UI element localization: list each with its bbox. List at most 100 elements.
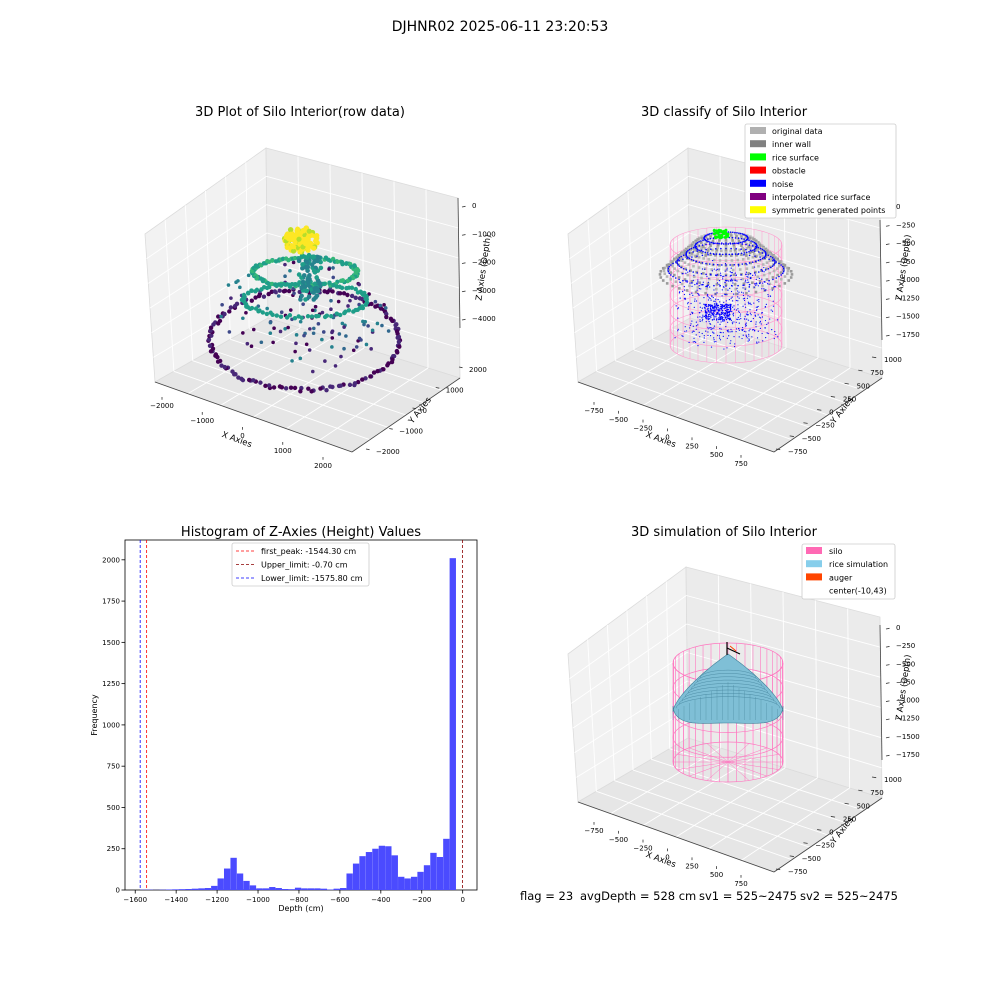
noise-point bbox=[674, 261, 677, 263]
data-point bbox=[246, 273, 251, 278]
data-point bbox=[360, 377, 365, 382]
noise-point bbox=[739, 232, 742, 235]
inner-wall-point bbox=[676, 269, 680, 273]
inner-wall-point bbox=[674, 280, 678, 284]
noise-point bbox=[698, 245, 701, 247]
data-point bbox=[397, 344, 402, 349]
data-point bbox=[341, 291, 347, 296]
noise-point bbox=[700, 272, 703, 275]
data-point bbox=[296, 272, 302, 277]
noise-point bbox=[723, 293, 726, 295]
data-point bbox=[375, 321, 380, 326]
noise-point bbox=[756, 283, 758, 285]
inner-wall-point bbox=[738, 232, 741, 236]
axis-tick bbox=[775, 448, 781, 451]
grid-line bbox=[569, 175, 689, 260]
inner-wall-point bbox=[686, 273, 690, 277]
noise-point bbox=[750, 276, 752, 279]
inner-wall-point bbox=[744, 236, 748, 239]
noise-point bbox=[727, 289, 729, 291]
noise-point bbox=[683, 293, 686, 296]
surface-mesh-line bbox=[697, 673, 759, 682]
noise-point bbox=[710, 241, 713, 244]
noise-point bbox=[704, 251, 707, 254]
noise-point bbox=[690, 247, 693, 250]
noise-point bbox=[700, 249, 703, 252]
noise-point bbox=[707, 328, 709, 330]
data-point bbox=[305, 255, 310, 260]
data-point bbox=[238, 285, 242, 290]
noise-point bbox=[721, 309, 724, 312]
axis-tick bbox=[871, 356, 877, 359]
z-axis-line bbox=[879, 219, 883, 341]
y-tick-label: 750 bbox=[107, 763, 120, 771]
noise-point bbox=[698, 240, 700, 243]
noise-point bbox=[698, 285, 700, 287]
noise-point bbox=[726, 267, 728, 269]
noise-point bbox=[714, 242, 716, 244]
histogram-bar bbox=[430, 852, 437, 890]
x-axis-line bbox=[154, 381, 353, 453]
grid-line bbox=[610, 327, 723, 395]
noise-point bbox=[764, 290, 766, 292]
data-point bbox=[340, 261, 345, 267]
inner-wall-point bbox=[757, 241, 760, 244]
noise-point bbox=[748, 281, 750, 283]
noise-point bbox=[764, 327, 767, 329]
inner-wall-point bbox=[776, 258, 779, 261]
noise-point bbox=[726, 306, 728, 308]
noise-point bbox=[765, 289, 767, 291]
data-point bbox=[217, 358, 223, 364]
noise-point bbox=[730, 272, 732, 274]
inner-wall-point bbox=[712, 237, 716, 240]
inner-wall-point bbox=[677, 255, 681, 259]
data-point bbox=[313, 233, 319, 240]
noise-point bbox=[692, 294, 694, 296]
noise-point bbox=[732, 282, 734, 284]
noise-point bbox=[726, 314, 729, 316]
noise-point bbox=[737, 284, 739, 287]
grid-line bbox=[318, 367, 429, 441]
noise-point bbox=[721, 315, 723, 318]
data-point bbox=[320, 310, 325, 315]
noise-point bbox=[719, 339, 722, 341]
inner-wall-point bbox=[716, 246, 719, 249]
data-point bbox=[395, 350, 400, 355]
inner-wall-point bbox=[671, 284, 674, 288]
data-point bbox=[286, 288, 292, 294]
legend-swatch bbox=[806, 586, 822, 594]
data-point bbox=[253, 306, 259, 311]
inner-wall-point bbox=[747, 272, 750, 275]
noise-point bbox=[719, 318, 721, 320]
noise-point bbox=[675, 305, 677, 307]
noise-point bbox=[736, 280, 738, 282]
data-point bbox=[342, 310, 347, 316]
noise-point bbox=[709, 286, 711, 288]
noise-point bbox=[672, 262, 674, 265]
data-point bbox=[236, 375, 241, 380]
data-point bbox=[315, 258, 320, 264]
histogram-bar bbox=[223, 868, 231, 890]
noise-point bbox=[731, 296, 733, 298]
data-point bbox=[234, 280, 238, 285]
noise-point bbox=[718, 283, 720, 285]
noise-point bbox=[772, 259, 774, 262]
inner-wall-point bbox=[738, 248, 741, 252]
noise-point bbox=[742, 294, 745, 297]
legend-label: symmetric generated points bbox=[772, 206, 885, 215]
noise-point bbox=[695, 242, 698, 245]
x-axis-line bbox=[577, 801, 775, 873]
x-tick-label: −1400 bbox=[164, 896, 188, 904]
noise-point bbox=[718, 314, 721, 316]
axis-tick bbox=[461, 234, 466, 236]
noise-point bbox=[737, 308, 739, 310]
z-tick-label: 0 bbox=[896, 624, 900, 632]
data-point bbox=[338, 278, 344, 284]
noise-point bbox=[718, 335, 721, 337]
noise-point bbox=[713, 317, 715, 319]
data-point bbox=[241, 331, 245, 335]
data-point bbox=[396, 334, 402, 340]
noise-point bbox=[713, 318, 715, 321]
data-point bbox=[313, 238, 319, 244]
y-tick-label: −1000 bbox=[399, 428, 423, 436]
